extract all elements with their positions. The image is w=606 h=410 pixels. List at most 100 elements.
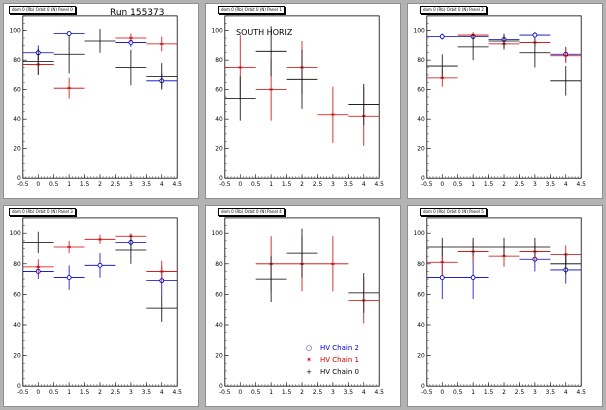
x-tick-label: 3.5 xyxy=(142,389,152,396)
south-horiz-label: SOUTH HORIZ xyxy=(236,28,293,37)
star-marker: ✶ xyxy=(128,34,134,42)
y-tick-label: 0 xyxy=(219,175,223,182)
plot-pad-3: -0.5 0 0.5 1 1.5 2 2.5 3 3.5 4 4.5 0 20 40 60 80 100 ✶ ✶ ✶ ✶… xyxy=(3,205,199,407)
x-tick-label: -0.5 xyxy=(17,181,29,188)
x-tick-label: 0 xyxy=(440,389,444,396)
y-tick-label: 100 xyxy=(10,230,22,237)
data-point xyxy=(53,265,85,290)
x-tick-label: 0.5 xyxy=(49,389,59,396)
legend-entry: ○ HV Chain 2 xyxy=(304,344,359,352)
x-tick-label: -0.5 xyxy=(421,389,433,396)
y-tick-label: 80 xyxy=(13,57,21,64)
x-tick-label: 2 xyxy=(502,181,506,188)
data-point xyxy=(286,49,318,109)
plot-pad-1: -0.500.511.522.533.544.5020406080100✶✶✶✶… xyxy=(205,3,401,199)
x-tick-label: 0 xyxy=(36,389,40,396)
x-tick-label: 3.5 xyxy=(546,181,556,188)
y-tick-label: 20 xyxy=(13,353,21,360)
y-tick-label: 0 xyxy=(17,383,21,390)
legend-marker-icon: ○ xyxy=(305,344,313,352)
legend-entry: + HV Chain 0 xyxy=(304,368,359,376)
y-tick-label: 0 xyxy=(219,383,223,390)
x-tick-label: 0 xyxy=(238,181,242,188)
star-marker: ✶ xyxy=(97,236,103,244)
y-tick-label: 20 xyxy=(417,146,425,153)
y-tick-label: 40 xyxy=(215,322,223,329)
x-tick-label: 3.5 xyxy=(344,389,354,396)
y-tick-label: 20 xyxy=(13,146,21,153)
y-tick-label: 20 xyxy=(417,353,425,360)
x-tick-label: 0 xyxy=(238,389,242,396)
data-point xyxy=(348,83,380,126)
y-tick-label: 80 xyxy=(215,57,223,64)
y-tick-label: 60 xyxy=(13,291,21,298)
x-tick-label: 3 xyxy=(533,389,537,396)
pad-title: dom 0 (Rb) Orbit 0 (N) Panel 2 xyxy=(420,6,487,14)
plot-svg-5: -0.500.511.522.533.544.5020406080100✶✶✶✶… xyxy=(414,217,586,396)
y-tick-label: 80 xyxy=(417,57,425,64)
x-tick-label: 0 xyxy=(36,181,40,188)
x-tick-label: 3 xyxy=(129,181,133,188)
x-tick-label: 3.5 xyxy=(142,181,152,188)
pad-title: dom 0 (Rb) Orbit 0 (N) Panel 5 xyxy=(420,208,487,216)
y-tick-label: 100 xyxy=(414,28,426,35)
x-tick-label: 1.5 xyxy=(80,389,90,396)
x-tick-label: 0.5 xyxy=(453,389,463,396)
x-tick-label: 3 xyxy=(331,389,335,396)
circle-marker xyxy=(66,31,72,37)
x-tick-label: 1 xyxy=(67,389,71,396)
x-tick-label: 1 xyxy=(269,181,273,188)
x-tick-label: 2.5 xyxy=(111,389,121,396)
y-tick-label: 0 xyxy=(421,383,425,390)
legend-entry: ✶ HV Chain 1 xyxy=(304,356,359,364)
x-tick-label: 3 xyxy=(533,181,537,188)
legend: ○ HV Chain 2 ✶ HV Chain 1 + HV Chain 0 xyxy=(304,344,394,384)
data-point xyxy=(224,76,256,121)
x-tick-label: 4 xyxy=(160,181,164,188)
data-point xyxy=(115,49,147,86)
plot-pad-5: -0.500.511.522.533.544.5020406080100✶✶✶✶… xyxy=(407,205,603,407)
x-tick-label: 3 xyxy=(331,181,335,188)
y-tick-label: 0 xyxy=(17,175,21,182)
x-tick-label: 4 xyxy=(362,181,366,188)
x-tick-label: 3 xyxy=(129,389,133,396)
data-point xyxy=(255,256,287,303)
star-marker: ✶ xyxy=(330,260,336,268)
data-point xyxy=(286,228,318,278)
data-point: ✶ xyxy=(53,240,85,254)
y-tick-label: 20 xyxy=(215,146,223,153)
star-marker: ✶ xyxy=(35,263,41,271)
circle-marker xyxy=(439,34,445,39)
legend-label: HV Chain 0 xyxy=(320,368,359,376)
x-tick-label: 2 xyxy=(98,181,102,188)
star-marker: ✶ xyxy=(439,259,445,267)
x-tick-label: 2.5 xyxy=(313,181,323,188)
plot-pad-2: -0.500.511.522.533.544.5020406080100✶✶✶✶… xyxy=(407,3,603,199)
circle-marker xyxy=(532,32,538,38)
x-tick-label: 4.5 xyxy=(375,389,385,396)
y-tick-label: 100 xyxy=(212,230,224,237)
x-tick-label: 1.5 xyxy=(80,181,90,188)
y-tick-label: 80 xyxy=(215,261,223,268)
x-tick-label: 4.5 xyxy=(173,181,183,188)
data-point xyxy=(488,33,520,49)
star-marker: ✶ xyxy=(159,268,165,276)
x-tick-label: 0.5 xyxy=(251,181,261,188)
y-tick-label: 40 xyxy=(13,116,21,123)
x-tick-label: -0.5 xyxy=(219,389,231,396)
x-tick-label: 0.5 xyxy=(49,181,59,188)
x-tick-label: 0 xyxy=(440,181,444,188)
x-tick-label: 4.5 xyxy=(173,389,183,396)
star-marker: ✶ xyxy=(268,86,274,94)
pad-title: dom 0 (Rb) Orbit 0 (N) Panel 0 xyxy=(9,6,76,14)
y-tick-label: 60 xyxy=(417,291,425,298)
x-tick-label: 4 xyxy=(564,389,568,396)
x-tick-label: 1.5 xyxy=(484,181,494,188)
data-point xyxy=(426,54,458,78)
y-tick-label: 40 xyxy=(417,322,425,329)
y-tick-label: 60 xyxy=(417,87,425,94)
circle-marker xyxy=(470,275,476,280)
data-point xyxy=(22,231,54,254)
data-point xyxy=(550,253,582,275)
